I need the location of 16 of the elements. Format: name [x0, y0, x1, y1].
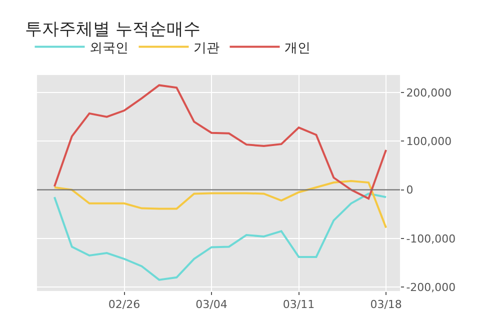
- y-tick-label: 0: [406, 184, 414, 197]
- y-tick-label: -100,000: [406, 232, 456, 246]
- legend-label: 외국인: [90, 40, 129, 56]
- legend-label: 개인: [284, 40, 311, 56]
- x-tick-label: 02/26: [108, 298, 140, 312]
- line-series: [53, 84, 388, 200]
- x-tick-label: 03/11: [282, 298, 315, 312]
- line-series: [53, 180, 388, 229]
- y-tick-label: 100,000: [406, 135, 452, 148]
- x-tick-label: 03/04: [196, 298, 228, 312]
- x-tick-label: 03/18: [370, 298, 402, 312]
- chart-title: 투자주체별 누적순매수: [25, 20, 200, 40]
- legend-label: 기관: [194, 40, 220, 56]
- y-tick-label: 200,000: [406, 86, 452, 100]
- y-tick-label: -200,000: [406, 280, 456, 294]
- line-series: [53, 192, 388, 281]
